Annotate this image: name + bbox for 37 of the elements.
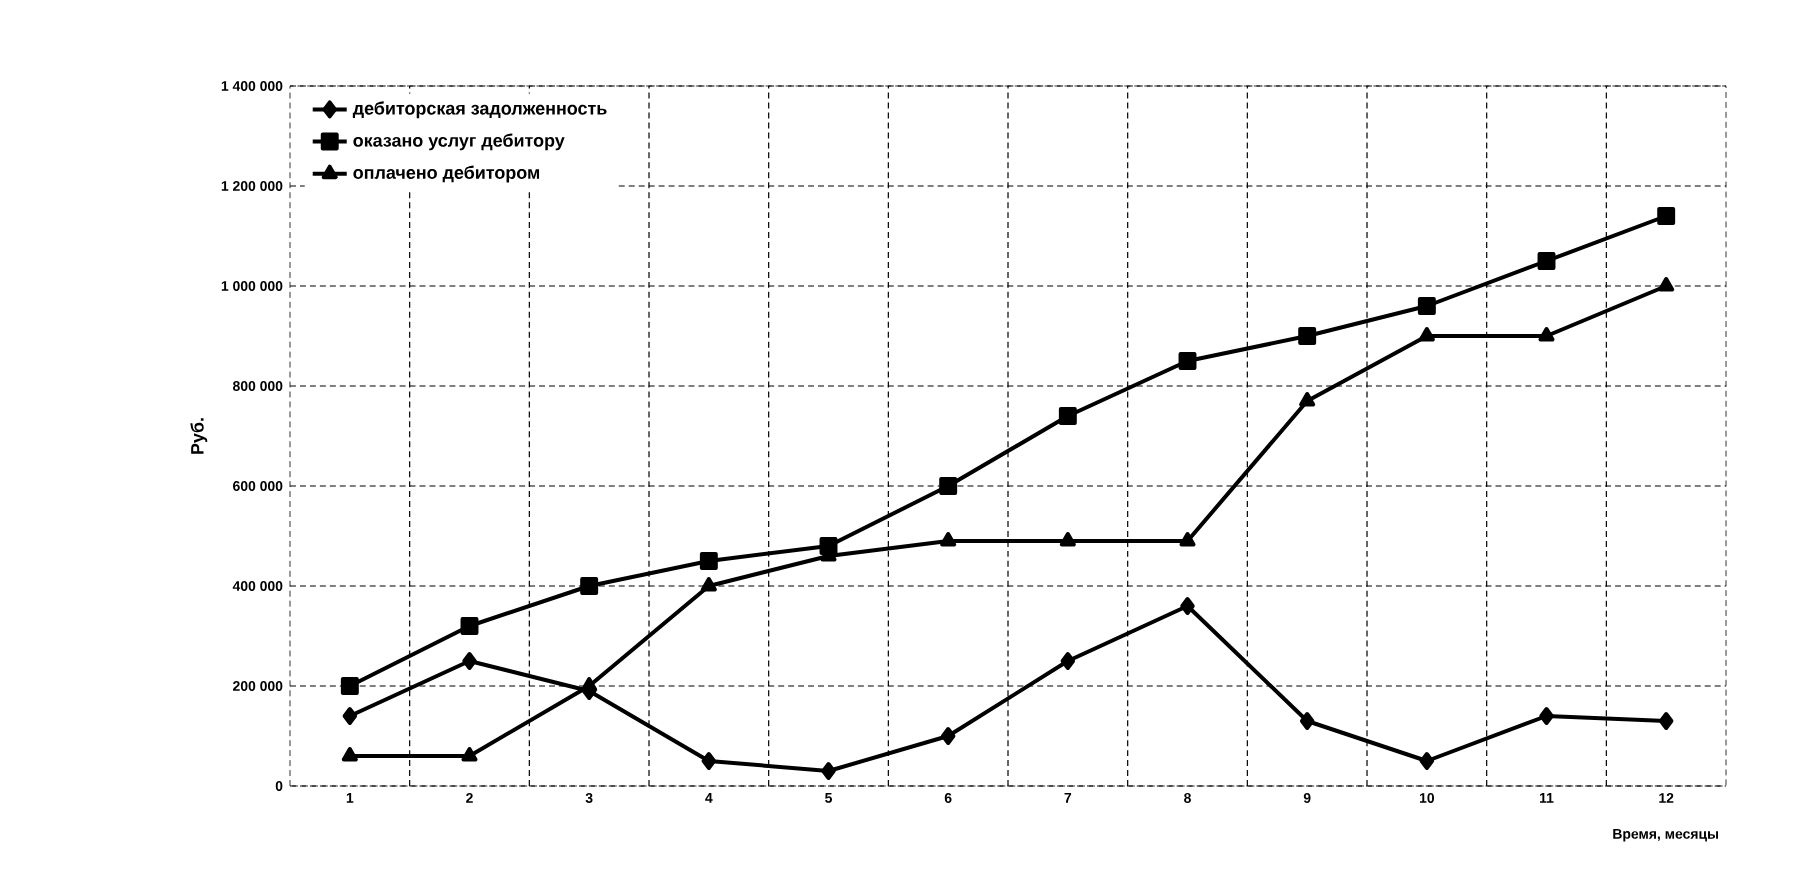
point bbox=[1658, 277, 1675, 292]
point bbox=[1058, 407, 1077, 425]
point bbox=[342, 707, 358, 725]
point bbox=[939, 477, 958, 495]
point bbox=[1059, 532, 1076, 547]
point bbox=[940, 727, 956, 745]
point bbox=[1299, 712, 1315, 730]
point bbox=[700, 577, 717, 592]
legend-label: оказано услуг дебитору bbox=[353, 133, 565, 151]
point bbox=[821, 762, 836, 780]
point bbox=[1539, 707, 1554, 725]
point bbox=[581, 677, 598, 692]
point bbox=[701, 752, 717, 770]
y-axis-title: Руб. bbox=[190, 418, 208, 454]
point bbox=[580, 577, 599, 595]
point bbox=[1417, 297, 1436, 315]
point bbox=[460, 617, 479, 635]
point bbox=[461, 747, 478, 762]
legend-label: дебиторская задолженность bbox=[352, 101, 607, 119]
point bbox=[341, 747, 358, 762]
point bbox=[462, 652, 477, 670]
point bbox=[1060, 652, 1076, 670]
point bbox=[699, 552, 718, 570]
point bbox=[1299, 392, 1316, 407]
legend-label: оплачено дебитором bbox=[353, 165, 540, 183]
point bbox=[1657, 207, 1676, 225]
point bbox=[1179, 532, 1196, 547]
point bbox=[940, 532, 957, 547]
point bbox=[340, 677, 359, 695]
point bbox=[1537, 252, 1556, 270]
point bbox=[1180, 597, 1195, 615]
point bbox=[1178, 352, 1197, 370]
point bbox=[1658, 712, 1674, 730]
point bbox=[1538, 327, 1555, 342]
point bbox=[1418, 327, 1435, 342]
point bbox=[1298, 327, 1317, 345]
point bbox=[1419, 752, 1435, 770]
